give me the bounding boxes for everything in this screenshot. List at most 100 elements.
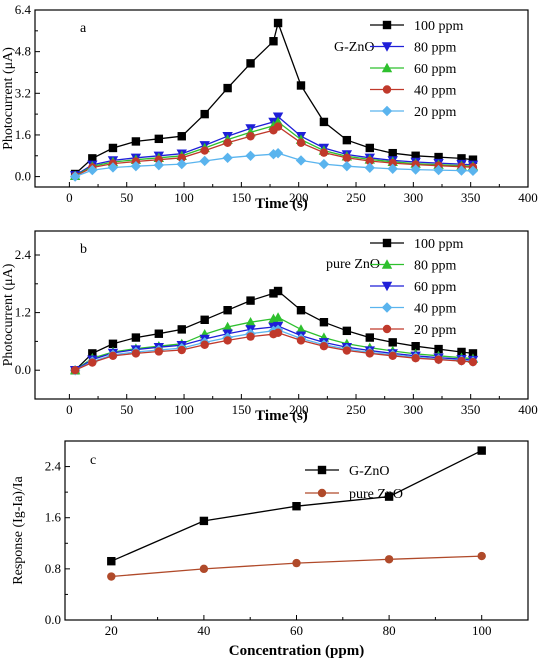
- data-point: [108, 351, 118, 360]
- data-point: [269, 289, 278, 298]
- legend-label: 60 ppm: [414, 62, 457, 77]
- series-pure-zno: [107, 551, 486, 581]
- data-point: [457, 356, 466, 366]
- x-axis-label: Concentration (ppm): [229, 643, 364, 659]
- data-point: [433, 164, 444, 176]
- data-point: [365, 349, 374, 358]
- y-tick-label: 1.2: [15, 305, 31, 320]
- x-tick-label: 0: [66, 190, 73, 205]
- legend-marker: [381, 259, 393, 269]
- data-point: [388, 338, 397, 347]
- legend-marker: [381, 302, 393, 313]
- data-point: [292, 502, 301, 511]
- legend-label: 100 ppm: [414, 237, 464, 252]
- data-point: [384, 555, 394, 564]
- data-point: [384, 492, 394, 501]
- x-tick-label: 50: [120, 402, 133, 417]
- y-tick-label: 6.4: [15, 2, 32, 17]
- data-point: [342, 153, 352, 163]
- data-point: [434, 152, 443, 162]
- data-point: [154, 134, 164, 144]
- data-point: [223, 336, 232, 345]
- legend-label: 100 ppm: [414, 19, 464, 34]
- data-point: [364, 162, 375, 173]
- data-point: [318, 158, 330, 170]
- panel-letter: a: [80, 21, 87, 36]
- data-point: [295, 155, 307, 166]
- data-point: [246, 296, 255, 305]
- data-point: [273, 122, 283, 131]
- data-point: [411, 354, 420, 363]
- data-point: [342, 326, 352, 336]
- y-axis-label: Photocurrent (μA): [1, 47, 16, 150]
- sample-annotation: pure ZnO: [326, 257, 380, 272]
- data-point: [342, 135, 352, 145]
- data-point: [108, 339, 118, 348]
- data-point: [200, 340, 209, 349]
- y-tick-label: 0.8: [45, 561, 61, 576]
- data-point: [223, 83, 232, 93]
- data-point: [477, 551, 486, 561]
- data-point: [87, 164, 98, 176]
- data-point: [319, 318, 329, 327]
- x-tick-label: 400: [518, 402, 538, 417]
- x-tick-label: 350: [461, 190, 481, 205]
- data-point: [295, 324, 307, 334]
- series-g-zno: [107, 446, 486, 566]
- data-point: [296, 336, 306, 345]
- data-point: [177, 153, 186, 163]
- x-tick-label: 50: [120, 190, 133, 205]
- data-point: [131, 137, 141, 146]
- y-axis-label: Photocurrent (μA): [1, 263, 16, 366]
- x-tick-label: 100: [174, 190, 194, 205]
- chart-panel-a: 0 50 100 150 200 250 300 350 400 0.0 1.6 3.2 4.8 6.4 T…: [1, 2, 538, 212]
- data-point: [246, 132, 255, 141]
- data-point: [434, 355, 443, 364]
- legend-marker: [381, 281, 393, 292]
- legend: G-ZnO pure ZnO: [305, 464, 403, 502]
- plot-frame: [34, 9, 529, 188]
- x-tick-label: 200: [289, 190, 309, 205]
- data-point: [223, 138, 232, 147]
- data-point: [177, 345, 186, 355]
- data-point: [245, 150, 256, 161]
- data-point: [107, 162, 119, 173]
- data-point: [365, 143, 374, 153]
- data-point: [70, 366, 80, 375]
- data-point: [223, 306, 232, 315]
- data-point: [88, 154, 97, 163]
- legend-marker: [381, 42, 393, 52]
- y-tick-label: 1.6: [15, 127, 32, 142]
- data-point: [200, 109, 209, 119]
- data-point: [246, 59, 255, 68]
- data-point: [200, 315, 209, 324]
- data-point: [292, 558, 301, 568]
- y-tick-label: 1.6: [45, 510, 62, 525]
- legend-marker: [382, 85, 392, 94]
- legend-label: 80 ppm: [414, 259, 457, 274]
- data-point: [131, 333, 141, 342]
- legend-label: 60 ppm: [414, 280, 457, 295]
- data-point: [199, 155, 210, 167]
- y-tick-label: 0.0: [15, 169, 31, 184]
- data-point: [434, 344, 443, 354]
- data-point: [222, 152, 233, 164]
- data-point: [457, 154, 466, 163]
- data-point: [388, 351, 397, 360]
- chart-panel-c: 20 40 60 80 100 0.0 0.8 1.6 2.4 Concentration (pp…: [11, 440, 529, 659]
- data-point: [468, 155, 478, 164]
- sample-annotation: G-ZnO: [334, 40, 374, 55]
- data-point: [296, 306, 306, 315]
- data-point: [245, 317, 256, 327]
- x-tick-label: 350: [461, 402, 481, 417]
- legend-label: 40 ppm: [414, 302, 457, 317]
- data-point: [296, 81, 306, 90]
- data-point: [341, 160, 353, 172]
- legend-label: 40 ppm: [414, 84, 457, 99]
- data-point: [272, 147, 284, 159]
- data-point: [222, 321, 233, 332]
- legend-label: 80 ppm: [414, 41, 457, 56]
- data-point: [153, 159, 165, 171]
- plot-frame: [34, 230, 529, 400]
- y-tick-label: 4.8: [15, 44, 31, 59]
